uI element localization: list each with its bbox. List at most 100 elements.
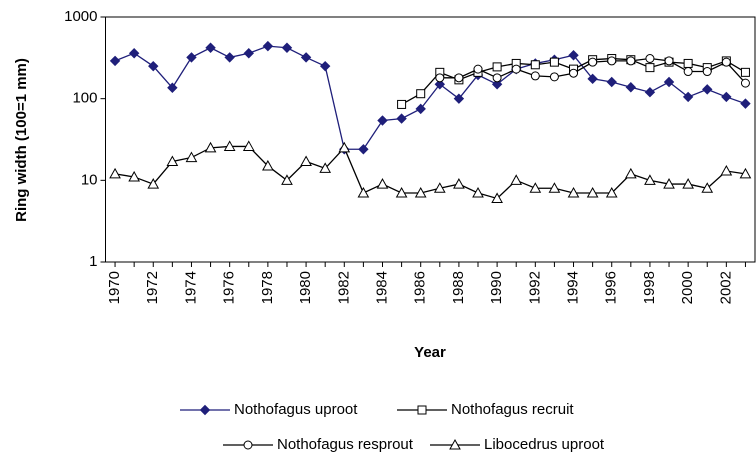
data-point: [300, 52, 312, 63]
data-point: [147, 178, 160, 189]
data-point: [472, 186, 484, 198]
data-point: [453, 93, 465, 104]
data-point: [128, 48, 140, 59]
data-point: [415, 103, 426, 115]
x-tick-label: 1980: [297, 271, 314, 304]
data-point: [319, 60, 331, 72]
data-point: [300, 155, 312, 167]
data-point: [605, 186, 618, 198]
data-point: [682, 91, 694, 103]
x-tick-label: 1976: [221, 271, 238, 304]
x-tick-label: 1984: [373, 271, 390, 304]
y-tick-label: 1000: [64, 8, 97, 25]
data-point: [702, 84, 713, 95]
data-point: [435, 73, 445, 83]
data-point: [491, 79, 503, 90]
series-line: [114, 45, 746, 150]
data-point: [128, 170, 141, 182]
data-point: [721, 57, 731, 67]
data-point: [453, 178, 465, 189]
data-point: [683, 67, 693, 77]
data-point: [530, 60, 540, 70]
data-point: [205, 42, 216, 53]
x-tick-label: 1982: [335, 271, 352, 304]
data-point: [739, 167, 752, 179]
data-point: [663, 178, 675, 189]
data-point: [702, 67, 712, 77]
data-point: [682, 178, 694, 189]
data-point: [376, 178, 389, 189]
legend-label: Nothofagus resprout: [277, 436, 414, 453]
data-point: [740, 98, 751, 109]
x-tick-label: 1992: [526, 271, 543, 304]
data-point: [185, 151, 198, 163]
x-axis-label: Year: [414, 344, 446, 361]
data-point: [645, 54, 655, 64]
y-tick-label: 100: [72, 90, 97, 107]
data-point: [377, 115, 388, 126]
data-point: [567, 186, 580, 198]
data-point: [626, 56, 636, 66]
x-tick-label: 1978: [259, 271, 276, 304]
data-point: [607, 56, 617, 66]
x-tick-label: 2000: [679, 271, 696, 304]
y-tick-label: 1: [89, 253, 97, 270]
data-point: [109, 55, 121, 67]
data-point: [606, 76, 617, 88]
data-point: [358, 144, 369, 155]
data-point: [529, 182, 542, 193]
data-point: [281, 174, 293, 185]
data-point: [721, 91, 732, 103]
data-point: [683, 58, 693, 68]
data-point: [740, 78, 750, 88]
y-tick-label: 10: [81, 171, 98, 188]
data-point: [109, 167, 121, 179]
data-point: [262, 159, 274, 171]
data-point: [395, 186, 408, 198]
x-tick-label: 1988: [450, 271, 467, 304]
x-tick-label: 1996: [603, 271, 620, 304]
data-point: [568, 50, 579, 61]
x-tick-label: 2002: [717, 271, 734, 304]
legend-marker: [417, 405, 427, 415]
data-point: [242, 140, 255, 151]
x-tick-label: 1994: [564, 271, 581, 304]
data-point: [530, 71, 540, 81]
series-line: [114, 145, 746, 200]
data-point: [357, 186, 370, 198]
data-point: [473, 64, 483, 74]
data-point: [167, 82, 178, 93]
data-point: [549, 72, 559, 82]
data-point: [549, 57, 559, 67]
legend-marker: [449, 438, 461, 450]
data-point: [663, 76, 675, 88]
data-point: [569, 68, 579, 78]
data-point: [624, 167, 637, 179]
data-point: [492, 73, 502, 83]
data-point: [701, 182, 714, 193]
data-point: [588, 57, 598, 67]
x-tick-label: 1974: [182, 271, 199, 304]
y-axis-label: Ring width (100=1 mm): [13, 58, 30, 222]
data-point: [319, 162, 332, 173]
data-point: [644, 174, 656, 185]
legend-label: Nothofagus recruit: [451, 401, 574, 418]
data-point: [223, 140, 236, 151]
x-tick-label: 1986: [412, 271, 429, 304]
x-tick-label: 1970: [106, 271, 123, 304]
data-point: [491, 192, 503, 203]
data-point: [224, 52, 235, 63]
legend-label: Nothofagus uproot: [234, 401, 358, 418]
data-point: [397, 99, 407, 109]
legend-marker: [243, 440, 253, 450]
data-point: [720, 164, 733, 176]
data-point: [625, 82, 637, 93]
data-point: [587, 73, 598, 85]
data-point: [645, 63, 655, 73]
data-point: [644, 86, 656, 98]
data-point: [586, 186, 599, 198]
data-point: [511, 64, 521, 74]
data-point: [416, 89, 426, 99]
data-point: [548, 182, 561, 193]
data-point: [434, 79, 446, 90]
